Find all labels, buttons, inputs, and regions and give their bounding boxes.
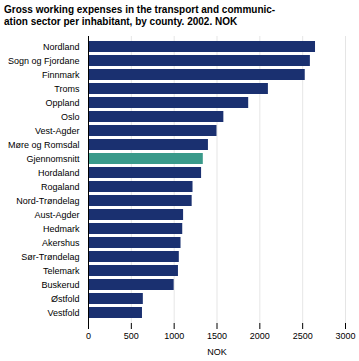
svg-text:0: 0 — [86, 331, 91, 341]
svg-text:Oslo: Oslo — [61, 112, 80, 122]
svg-text:2500: 2500 — [293, 331, 313, 341]
svg-text:NOK: NOK — [207, 347, 227, 357]
svg-text:Telemark: Telemark — [43, 266, 80, 276]
svg-text:Hedmark: Hedmark — [43, 224, 80, 234]
svg-text:Buskerud: Buskerud — [41, 280, 79, 290]
svg-text:Rogaland: Rogaland — [41, 182, 80, 192]
svg-text:Nord-Trøndelag: Nord-Trøndelag — [16, 196, 79, 206]
svg-text:500: 500 — [124, 331, 139, 341]
svg-text:1000: 1000 — [164, 331, 184, 341]
svg-text:2000: 2000 — [250, 331, 270, 341]
svg-text:Møre og Romsdal: Møre og Romsdal — [8, 140, 80, 150]
svg-text:1500: 1500 — [207, 331, 227, 341]
svg-text:Troms: Troms — [54, 84, 80, 94]
svg-text:Aust-Agder: Aust-Agder — [34, 210, 79, 220]
svg-text:Akershus: Akershus — [42, 238, 80, 248]
svg-text:Vestfold: Vestfold — [47, 308, 79, 318]
svg-text:Vest-Agder: Vest-Agder — [35, 126, 80, 136]
svg-text:Gjennomsnitt: Gjennomsnitt — [26, 154, 80, 164]
svg-text:Sogn og Fjordane: Sogn og Fjordane — [8, 56, 80, 66]
svg-text:Hordaland: Hordaland — [38, 168, 80, 178]
svg-text:Nordland: Nordland — [43, 42, 80, 52]
svg-text:Oppland: Oppland — [45, 98, 79, 108]
svg-text:Sør-Trøndelag: Sør-Trøndelag — [21, 252, 79, 262]
html-text:Gross working expenses in the: Gross working expenses in the transport … — [4, 4, 276, 27]
svg-text:3000: 3000 — [335, 331, 355, 341]
svg-text:Finnmark: Finnmark — [42, 70, 80, 80]
svg-text:Østfold: Østfold — [51, 294, 80, 304]
